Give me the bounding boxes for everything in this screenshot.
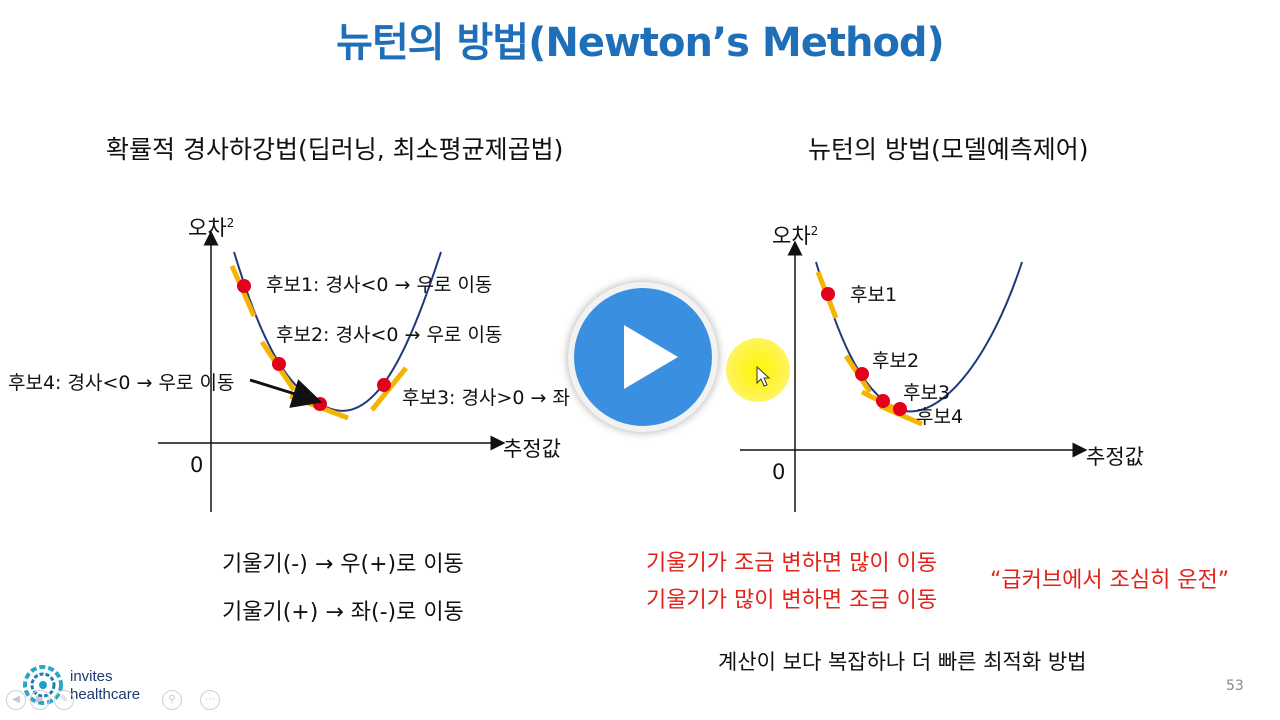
right-summary: 계산이 보다 복잡하나 더 빠른 최적화 방법	[718, 650, 1087, 674]
left-candidate3-label: 후보3: 경사>0 → 좌	[402, 387, 570, 409]
play-button[interactable]	[574, 288, 712, 426]
left-point-2	[272, 357, 286, 371]
right-x-axis-label: 추정값	[1086, 445, 1144, 469]
right-candidate4-label: 후보4	[916, 406, 964, 428]
left-candidate2-label: 후보2: 경사<0 → 우로 이동	[276, 324, 503, 346]
mouse-pointer-icon	[756, 366, 771, 387]
right-y-axis-label: 오차2	[772, 224, 819, 248]
right-point-2	[855, 367, 869, 381]
right-origin-label: 0	[772, 460, 786, 484]
left-point-3	[377, 378, 391, 392]
left-point-1	[237, 279, 251, 293]
more-icon[interactable]: ⋯	[200, 690, 220, 710]
right-point-1	[821, 287, 835, 301]
left-point-4	[313, 397, 327, 411]
slide-title: 뉴턴의 방법(Newton’s Method)	[336, 20, 945, 66]
left-error-curve	[233, 251, 442, 412]
left-origin-label: 0	[190, 453, 204, 477]
pen-icon[interactable]: ✎	[54, 690, 74, 710]
left-candidate4-arrow	[249, 378, 323, 408]
right-point-4	[893, 402, 907, 416]
left-candidate4-label: 후보4: 경사<0 → 우로 이동	[8, 372, 235, 394]
right-candidate3-label: 후보3	[903, 382, 951, 404]
left-subtitle: 확률적 경사하강법(딥러닝, 최소평균제곱법)	[106, 135, 564, 164]
next-icon[interactable]: ▶	[30, 690, 50, 710]
left-rule-2: 기울기(+) → 좌(-)로 이동	[222, 600, 464, 625]
left-x-axis-label: 추정값	[503, 437, 561, 461]
play-icon	[624, 325, 678, 389]
left-y-axis-label: 오차2	[188, 216, 235, 240]
logo-text: invites healthcare	[70, 668, 141, 703]
prev-icon[interactable]: ◀	[6, 690, 26, 710]
right-quote: “급커브에서 조심히 운전”	[990, 568, 1230, 593]
right-note-2: 기울기가 많이 변하면 조금 이동	[646, 588, 938, 613]
page-number: 53	[1226, 678, 1244, 694]
right-candidate2-label: 후보2	[872, 350, 920, 372]
zoom-icon[interactable]: ⚲	[162, 690, 182, 710]
right-subtitle: 뉴턴의 방법(모델예측제어)	[808, 135, 1089, 164]
right-note-1: 기울기가 조금 변하면 많이 이동	[646, 551, 938, 576]
right-point-3	[876, 394, 890, 408]
left-rule-1: 기울기(-) → 우(+)로 이동	[222, 552, 464, 577]
right-candidate1-label: 후보1	[850, 284, 898, 306]
left-candidate1-label: 후보1: 경사<0 → 우로 이동	[266, 274, 493, 296]
